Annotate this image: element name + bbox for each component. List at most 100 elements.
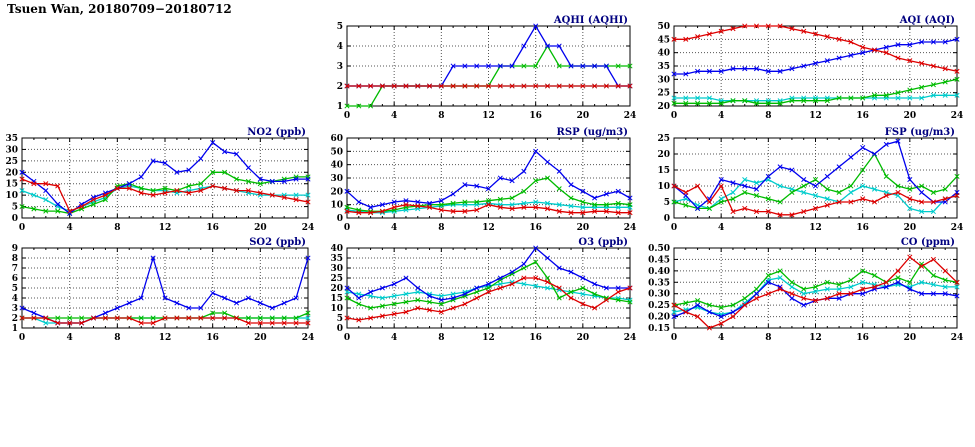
y-tick-label: 0	[664, 214, 670, 224]
y-tick-label: 0.35	[648, 278, 670, 288]
plot-frame	[673, 25, 958, 107]
x-tick-label: 8	[438, 111, 444, 121]
y-tick-label: 6	[12, 274, 18, 284]
chart-title: AQI (AQI)	[899, 15, 955, 26]
x-tick-label: 20	[254, 333, 267, 343]
series-blue-markers	[344, 148, 633, 210]
y-tick-label: 3	[337, 62, 343, 72]
gridlines	[674, 248, 957, 328]
series-blue-markers	[344, 245, 633, 303]
x-tick-label: 24	[302, 223, 315, 233]
x-tick-label: 0	[344, 333, 350, 343]
y-tick-label: 10	[330, 304, 343, 314]
y-tick-label: 5	[12, 284, 18, 294]
series-red-markers	[671, 254, 960, 331]
series-green-line	[347, 44, 630, 107]
x-tick-label: 4	[391, 111, 397, 121]
y-tick-label: 20	[330, 187, 343, 197]
x-tick-label: 12	[482, 333, 495, 343]
x-tick-label: 24	[302, 333, 315, 343]
x-tick-label: 8	[438, 223, 444, 233]
y-tick-label: 20	[5, 168, 18, 178]
y-tick-label: 4	[337, 42, 343, 52]
x-tick-label: 16	[856, 111, 869, 121]
y-tick-label: 40	[330, 161, 343, 171]
y-tick-label: 20	[657, 150, 670, 160]
x-tick-label: 8	[114, 223, 120, 233]
chart-title: CO (ppm)	[901, 237, 955, 248]
x-tick-label: 8	[438, 333, 444, 343]
chart-fsp: 0 5 10 15 20 25 0 4 8 12 16 20 24 FSP (ug/m3)	[657, 127, 963, 233]
y-tick-label: 4	[12, 294, 18, 304]
plot-frame	[673, 247, 958, 329]
gridlines	[347, 138, 630, 218]
y-tick-label: 25	[330, 274, 343, 284]
x-tick-label: 16	[206, 333, 219, 343]
x-tick-label: 24	[624, 223, 637, 233]
plot-frame	[21, 247, 309, 329]
x-tick-label: 20	[904, 223, 917, 233]
x-tick-label: 20	[577, 111, 590, 121]
x-tick-label: 4	[718, 111, 724, 121]
y-tick-label: 1	[12, 324, 18, 334]
x-tick-label: 12	[482, 111, 495, 121]
x-tick-label: 12	[159, 333, 172, 343]
chart-title: AQHI (AQHI)	[553, 15, 628, 26]
page-title: Tsuen Wan, 20180709−20180712	[7, 2, 232, 16]
plot-frame	[21, 137, 309, 219]
chart-title: NO2 (ppb)	[247, 127, 306, 138]
y-tick-label: 10	[330, 201, 343, 211]
x-tick-label: 0	[19, 223, 25, 233]
axis-ticks: 0.150.20 0.250.30 0.350.40 0.450.50 0 4 8 12 16 2…	[648, 244, 963, 343]
y-tick-label: 30	[330, 174, 343, 184]
y-tick-label: 25	[657, 89, 670, 99]
y-tick-label: 0.40	[648, 267, 670, 277]
y-tick-label: 10	[657, 182, 670, 192]
series-green-markers	[671, 76, 960, 106]
x-tick-label: 12	[809, 223, 822, 233]
x-tick-label: 8	[765, 111, 771, 121]
y-tick-label: 0	[337, 214, 343, 224]
plot-frame	[673, 137, 958, 219]
x-tick-label: 20	[904, 333, 917, 343]
y-tick-label: 50	[657, 22, 670, 32]
x-tick-label: 20	[254, 223, 267, 233]
y-tick-label: 0.15	[648, 324, 670, 334]
x-tick-label: 24	[951, 223, 964, 233]
series-blue-markers	[671, 36, 960, 77]
y-tick-label: 5	[12, 203, 18, 213]
y-tick-label: 5	[337, 314, 343, 324]
y-tick-label: 20	[330, 284, 343, 294]
x-tick-label: 20	[904, 111, 917, 121]
series-red-markers	[19, 315, 311, 326]
gridlines	[22, 248, 308, 328]
y-tick-label: 15	[5, 180, 18, 190]
x-tick-label: 8	[765, 223, 771, 233]
y-tick-label: 45	[657, 35, 670, 45]
series-red-markers	[344, 202, 633, 216]
x-tick-label: 16	[206, 223, 219, 233]
y-tick-label: 10	[5, 191, 18, 201]
gridlines	[22, 138, 308, 218]
y-tick-label: 0.45	[648, 255, 670, 265]
chart-co: 0.150.20 0.250.30 0.350.40 0.450.50 0 4 8 12 16 2…	[648, 237, 963, 343]
y-tick-label: 0	[337, 324, 343, 334]
y-tick-label: 50	[330, 147, 343, 157]
x-tick-label: 8	[765, 333, 771, 343]
x-tick-label: 20	[577, 333, 590, 343]
y-tick-label: 35	[330, 254, 343, 264]
y-tick-label: 40	[657, 49, 670, 59]
series-green-markers	[344, 175, 633, 214]
series-red-markers	[344, 83, 633, 89]
x-tick-label: 12	[482, 223, 495, 233]
x-tick-label: 4	[718, 223, 724, 233]
series-red-markers	[671, 183, 960, 218]
y-tick-label: 0.50	[648, 244, 670, 254]
x-tick-label: 0	[19, 333, 25, 343]
y-tick-label: 30	[330, 264, 343, 274]
axis-ticks: 20 25 30 35 40 45 50 0 4 8 12 16 20 24	[657, 22, 963, 121]
